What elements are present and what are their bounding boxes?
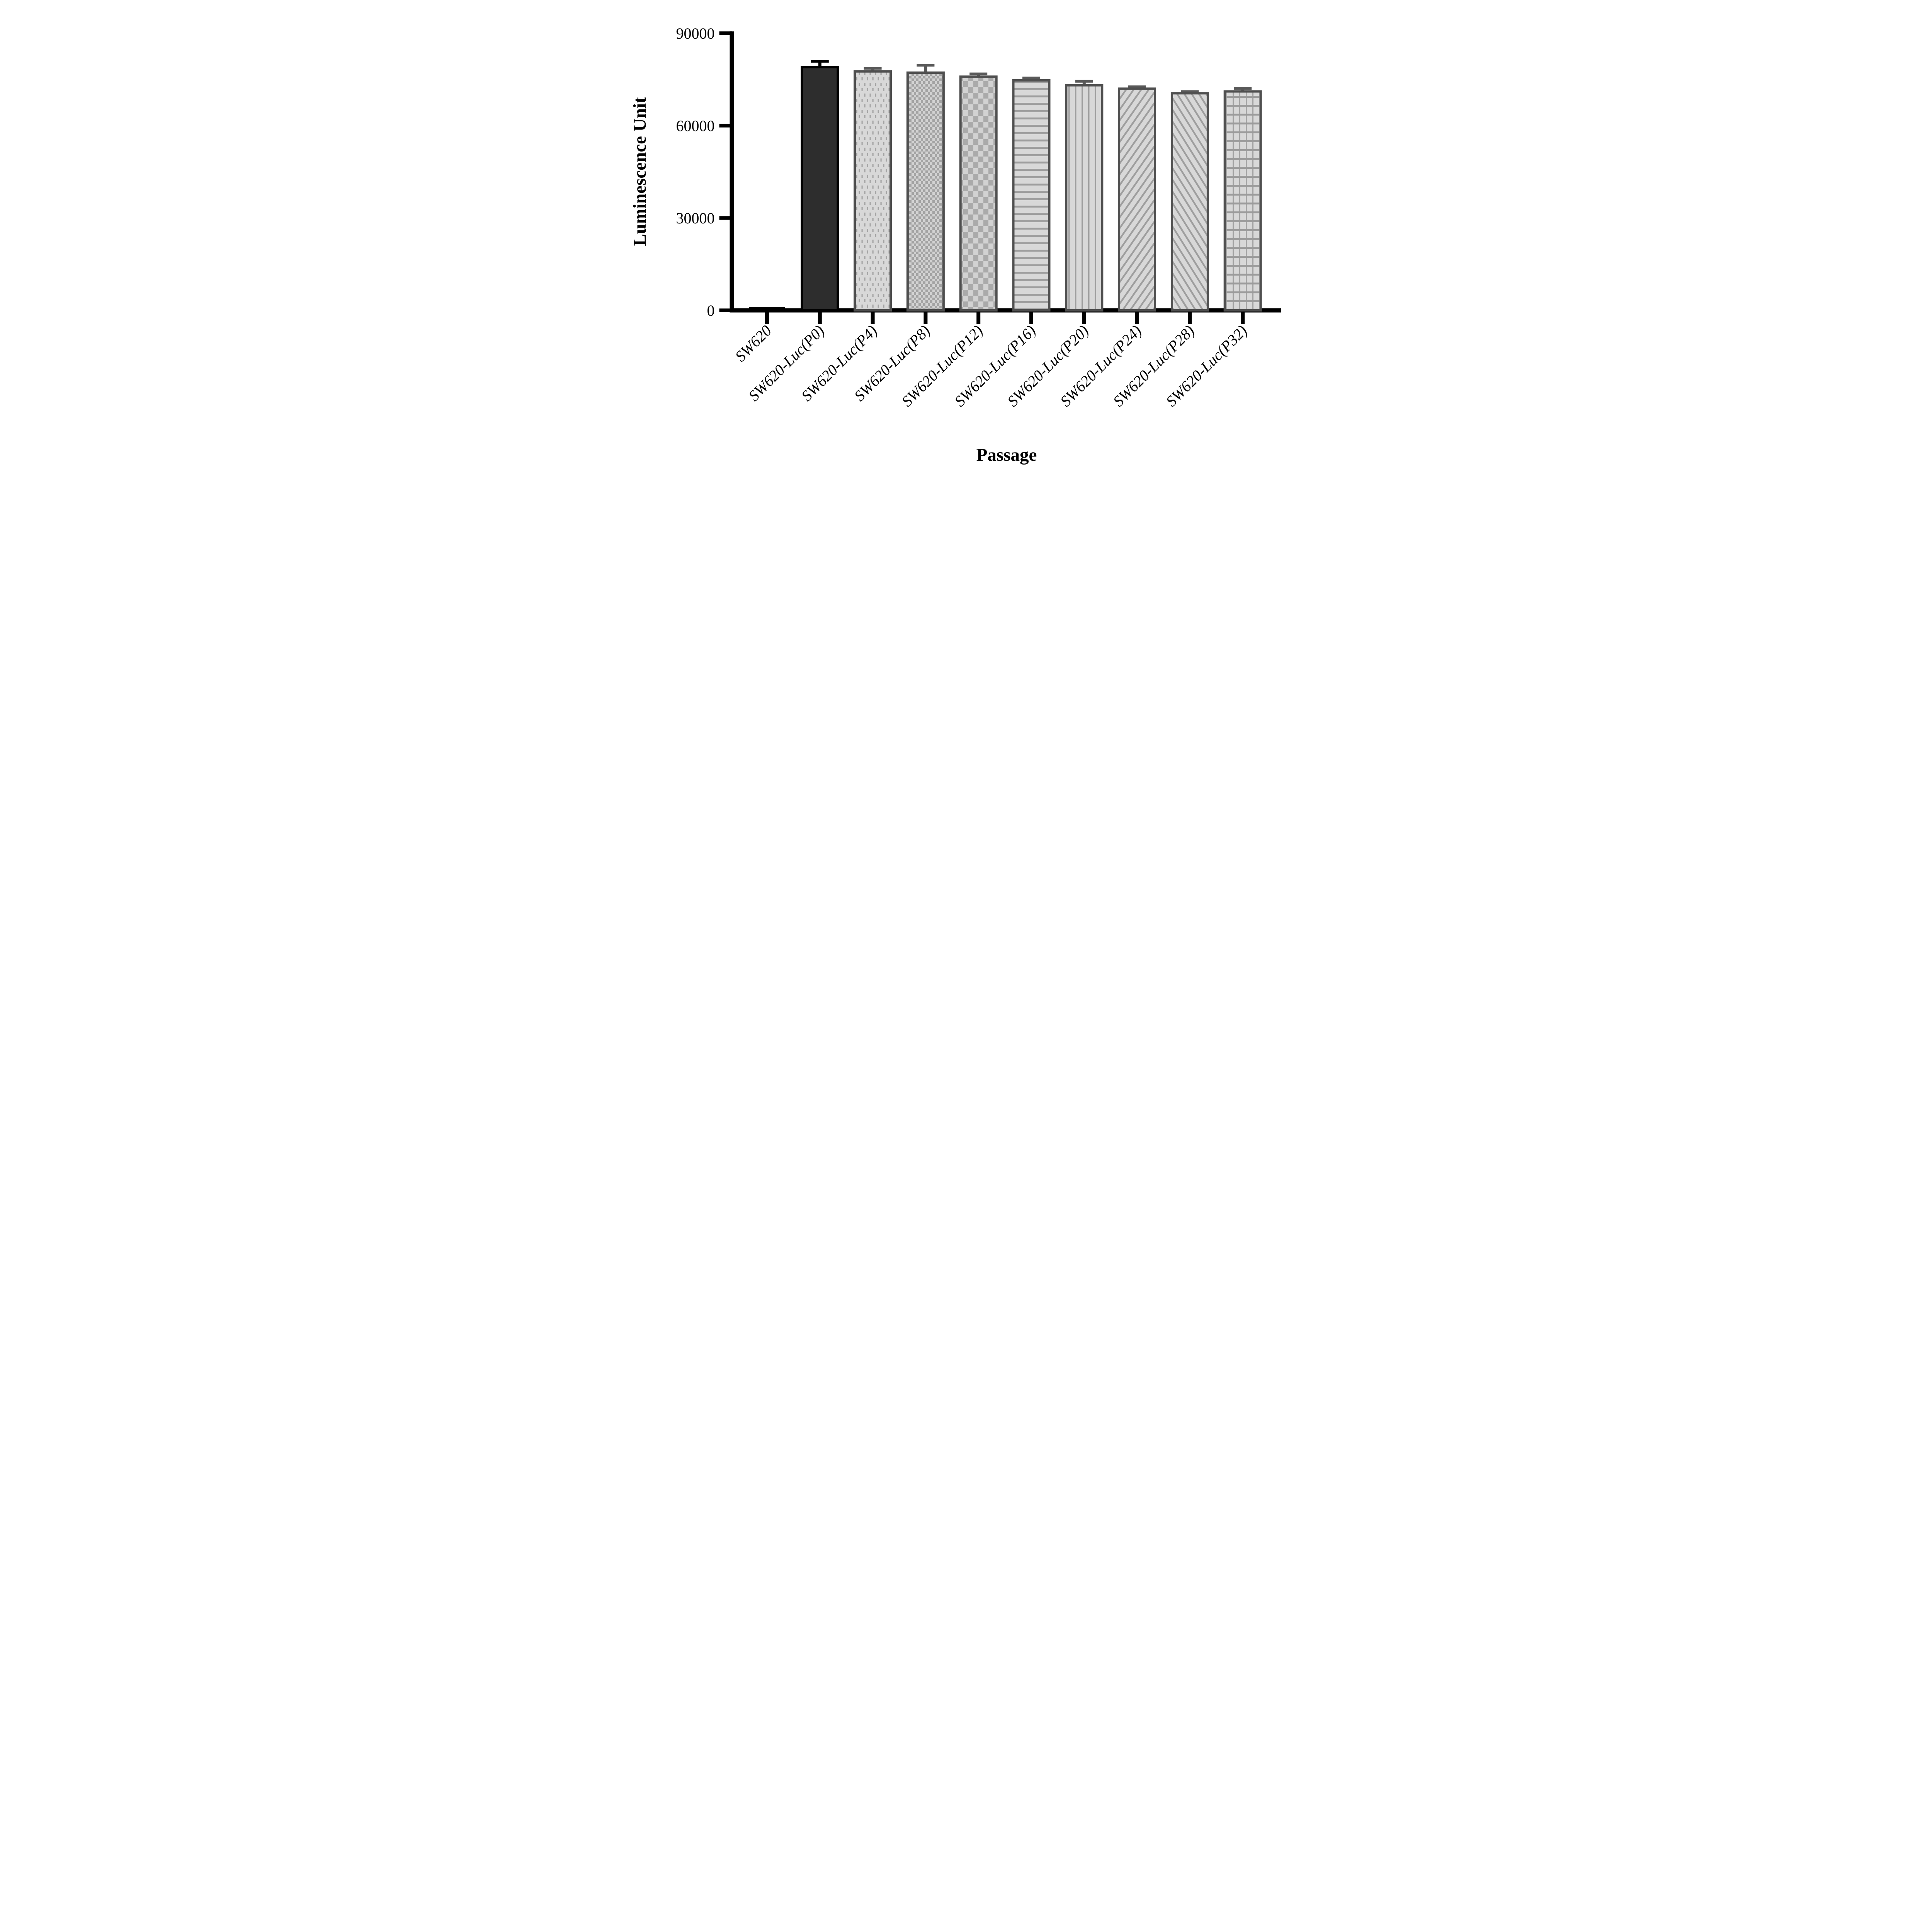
bar-sw620-luc-p24 bbox=[1118, 87, 1156, 312]
chart-canvas: 0300006000090000SW620SW620-Luc(P0)SW620-… bbox=[630, 25, 1281, 465]
error-bar-cap-sw620-luc-p8 bbox=[917, 64, 935, 67]
error-bar-cap-sw620-luc-p32 bbox=[1234, 87, 1252, 90]
error-bar-cap-sw620-luc-p4 bbox=[864, 67, 882, 70]
bar-sw620-luc-p32 bbox=[1223, 90, 1262, 312]
error-bar-stem-sw620-luc-p8 bbox=[924, 65, 927, 74]
y-axis-title: Luminescence Unit bbox=[630, 97, 650, 246]
error-bar-cap-sw620-luc-p24 bbox=[1128, 85, 1146, 89]
bar-sw620-luc-p8 bbox=[906, 71, 945, 312]
bar-sw620-luc-p28 bbox=[1170, 92, 1209, 312]
y-axis-tick-label-60000: 60000 bbox=[676, 117, 715, 134]
bar-sw620 bbox=[749, 307, 785, 312]
y-axis-tick-label-0: 0 bbox=[707, 302, 715, 319]
bar-sw620-luc-p16 bbox=[1012, 79, 1051, 312]
bar-sw620-luc-p0 bbox=[801, 66, 839, 312]
plot-area: 0300006000090000SW620SW620-Luc(P0)SW620-… bbox=[676, 25, 1281, 410]
y-axis-tick-label-90000: 90000 bbox=[676, 25, 715, 42]
x-axis-label-sw620: SW620 bbox=[731, 322, 775, 365]
error-bar-cap-sw620-luc-p12 bbox=[969, 72, 988, 75]
bar-chart-figure: 0 30000 60000 90000 SW620 SW620-Luc(P0) SW620-… bbox=[622, 0, 1310, 479]
error-bar-stem-sw620-luc-p20 bbox=[1082, 81, 1086, 87]
error-bar-stem-sw620-luc-p0 bbox=[818, 61, 821, 68]
bar-sw620-luc-p20 bbox=[1065, 84, 1104, 312]
error-bar-cap-sw620-luc-p28 bbox=[1181, 90, 1199, 93]
error-bar-cap-sw620-luc-p16 bbox=[1022, 77, 1040, 80]
x-axis-title: Passage bbox=[976, 445, 1037, 465]
error-bar-cap-sw620-luc-p0 bbox=[811, 60, 829, 63]
y-axis-tick-label-30000: 30000 bbox=[676, 209, 715, 227]
bar-sw620-luc-p4 bbox=[854, 70, 892, 312]
error-bar-cap-sw620-luc-p20 bbox=[1075, 80, 1093, 83]
bar-sw620-luc-p12 bbox=[959, 75, 998, 312]
